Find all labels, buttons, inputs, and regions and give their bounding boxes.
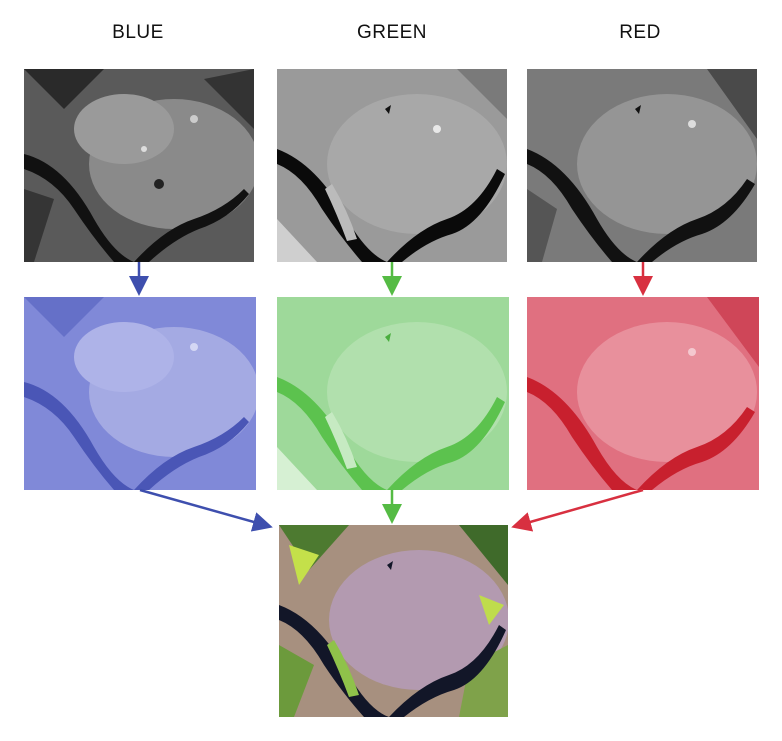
rgb-composite-image bbox=[279, 525, 508, 717]
blue-band-grayscale-image bbox=[24, 69, 254, 262]
band-label-red: RED bbox=[619, 22, 661, 43]
blue-to-composite-arrow bbox=[139, 488, 273, 532]
blue-band-tinted-image bbox=[24, 297, 256, 490]
green-band-tinted-image bbox=[277, 297, 509, 490]
band-label-green: GREEN bbox=[356, 22, 428, 43]
green-band-grayscale-image bbox=[277, 69, 507, 262]
red-band-grayscale-image bbox=[527, 69, 757, 262]
red-band-tinted-image bbox=[527, 297, 759, 490]
red-to-composite-arrow bbox=[511, 488, 644, 532]
band-label-blue: BLUE bbox=[112, 22, 164, 43]
